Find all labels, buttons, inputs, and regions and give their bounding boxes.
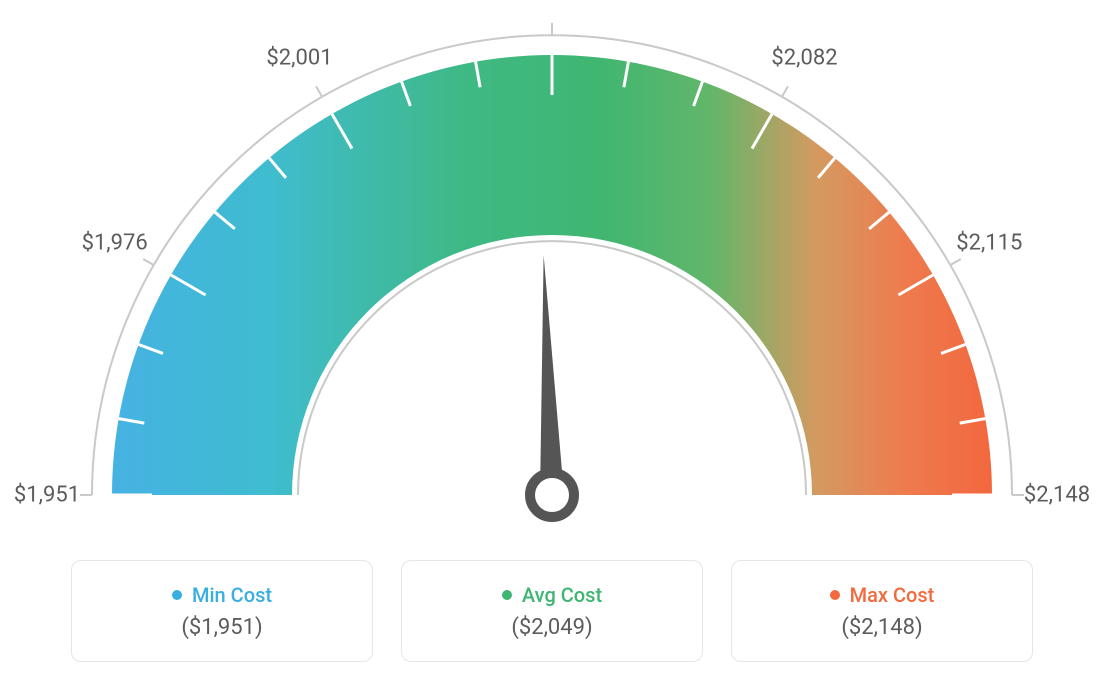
legend-card-avg: Avg Cost ($2,049) xyxy=(401,560,703,662)
gauge-tick-label: $1,951 xyxy=(14,483,80,508)
dot-icon xyxy=(830,590,840,600)
legend-value: ($1,951) xyxy=(181,615,262,640)
legend-card-min: Min Cost ($1,951) xyxy=(71,560,373,662)
gauge-tick-label: $2,082 xyxy=(771,45,837,70)
legend-value: ($2,148) xyxy=(841,615,922,640)
gauge-tick-label: $2,049 xyxy=(519,0,585,3)
dot-icon xyxy=(502,590,512,600)
dot-icon xyxy=(172,590,182,600)
legend-row: Min Cost ($1,951) Avg Cost ($2,049) Max … xyxy=(0,560,1104,662)
legend-title: Avg Cost xyxy=(522,583,602,607)
legend-title: Max Cost xyxy=(850,583,935,607)
gauge-tick-label: $2,115 xyxy=(956,230,1022,255)
legend-value: ($2,049) xyxy=(511,615,592,640)
legend-card-max: Max Cost ($2,148) xyxy=(731,560,1033,662)
legend-title: Min Cost xyxy=(192,583,272,607)
gauge-tick-label: $1,976 xyxy=(82,230,148,255)
gauge-chart: $1,951 $1,976 $2,001 $2,049 $2,082 $2,115 $2,1… xyxy=(0,0,1104,540)
gauge-tick-label: $2,148 xyxy=(1024,483,1090,508)
gauge-tick-label: $2,001 xyxy=(266,45,332,70)
